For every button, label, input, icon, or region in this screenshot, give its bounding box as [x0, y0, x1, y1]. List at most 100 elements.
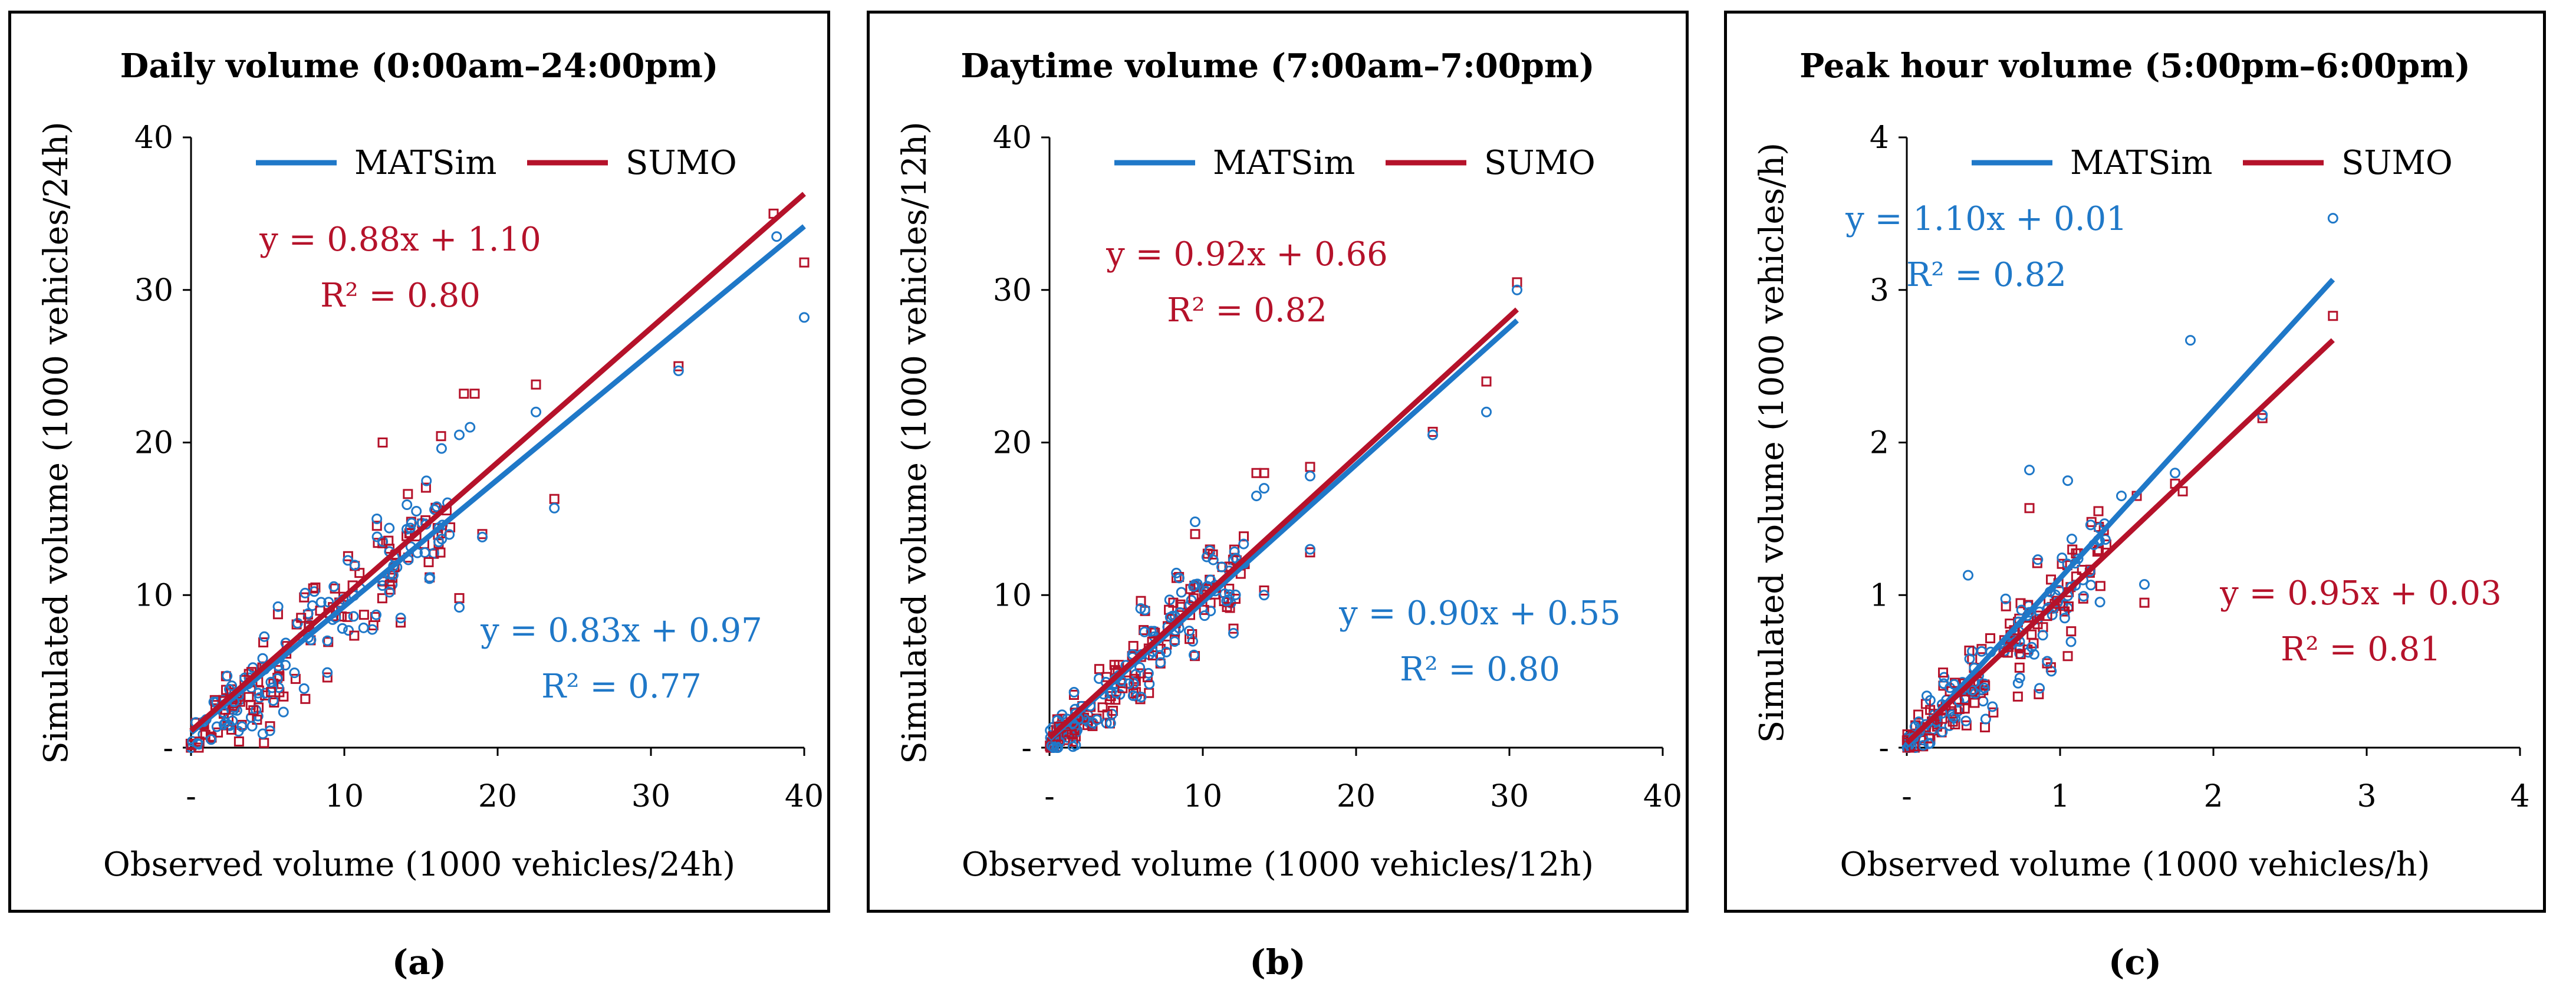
sumo-marker — [459, 389, 469, 399]
matsim-marker — [1188, 649, 1199, 660]
matsim-marker — [1481, 406, 1492, 417]
sumo-marker — [1985, 633, 1996, 644]
matsim-marker — [2066, 534, 2077, 545]
x-tick-label: 30 — [631, 779, 670, 814]
matsim-marker — [549, 502, 560, 514]
sumo-marker — [2095, 581, 2105, 591]
matsim-marker — [2062, 475, 2073, 486]
y-tick-label: 3 — [1870, 273, 1889, 308]
matsim-marker — [433, 537, 445, 548]
legend-sumo-label: SUMO — [2341, 144, 2453, 182]
sumo-marker — [1228, 623, 1239, 634]
matsim-equation: y = 0.83x + 0.97 — [480, 611, 762, 650]
x-tick-label: 3 — [2357, 779, 2376, 814]
sumo-marker — [258, 637, 269, 647]
matsim-marker — [1949, 679, 1960, 690]
matsim-marker — [1238, 538, 1249, 550]
matsim-marker — [1146, 626, 1157, 637]
legend-matsim-label: MATSim — [2070, 144, 2212, 182]
sumo-marker — [296, 613, 307, 623]
sumo-marker — [274, 671, 285, 682]
caption-a: (a) — [392, 942, 447, 982]
matsim-marker — [1923, 738, 1935, 749]
matsim-marker — [1305, 544, 1315, 555]
sumo-marker — [2066, 626, 2077, 637]
y-tick-label: 20 — [134, 426, 173, 461]
sumo-marker — [1980, 722, 1991, 733]
sumo-marker — [1147, 650, 1158, 661]
matsim-marker — [2139, 579, 2150, 590]
matsim-marker — [2032, 554, 2044, 565]
sumo-marker — [1960, 694, 1970, 705]
matsim-marker — [431, 501, 442, 512]
sumo-marker — [2026, 629, 2037, 640]
chart-a-svg: Daily volume (0:00am–24:00pm) -- 10 10 20 20 3… — [37, 47, 824, 884]
sumo-marker — [1128, 641, 1139, 652]
chart-panel-a: Daily volume (0:00am–24:00pm) - - 10 10 20 20 3… — [8, 11, 830, 913]
matsim-marker — [1512, 284, 1522, 295]
sumo-marker — [531, 379, 541, 390]
matsim-equation: y = 1.10x + 0.01 — [1845, 200, 2127, 238]
matsim-marker — [673, 365, 684, 376]
matsim-marker — [1173, 573, 1185, 584]
y-axis-label: Simulated volume (1000 vehicles/h) — [1753, 143, 1791, 743]
matsim-marker — [1176, 587, 1187, 598]
matsim-marker — [1259, 483, 1269, 494]
sumo-marker — [265, 721, 275, 732]
x-tick-label: - — [1044, 779, 1055, 814]
sumo-marker — [248, 705, 259, 716]
sumo-marker — [1961, 720, 1972, 731]
sumo-equation: y = 0.92x + 0.66 — [1106, 235, 1388, 274]
sumo-marker — [252, 715, 262, 725]
sumo-equation: y = 0.95x + 0.03 — [2219, 574, 2502, 613]
sumo-marker — [259, 738, 269, 748]
y-tick-label: - — [163, 731, 173, 766]
sumo-marker — [2014, 662, 2025, 673]
chart-c-svg: Peak hour volume (5:00pm–6:00pm) -- 1 1 2 2 3 3… — [1753, 47, 2530, 884]
matsim-marker — [289, 667, 300, 679]
sumo-marker — [1238, 531, 1249, 542]
matsim-marker — [421, 475, 432, 486]
sumo-marker — [2057, 558, 2067, 569]
matsim-marker — [1216, 561, 1228, 573]
matsim-marker — [348, 611, 359, 622]
sumo-marker — [396, 617, 406, 628]
matsim-marker — [2037, 630, 2048, 641]
matsim-marker — [2085, 519, 2096, 531]
sumo-marker — [436, 431, 446, 442]
caption-b: (b) — [1249, 942, 1306, 982]
sumo-marker — [1259, 468, 1269, 478]
matsim-marker — [1051, 742, 1062, 753]
matsim-marker — [2057, 552, 2068, 564]
sumo-marker — [1168, 597, 1179, 608]
sumo-r-squared: R² = 0.81 — [2281, 630, 2441, 669]
sumo-marker — [1512, 277, 1522, 288]
matsim-marker — [1068, 687, 1080, 698]
y-axis-label: Simulated volume (1000 vehicles/24h) — [37, 121, 75, 764]
matsim-marker — [246, 721, 258, 732]
matsim-marker — [1127, 690, 1139, 701]
caption-c: (c) — [2108, 942, 2162, 982]
sumo-marker — [2012, 691, 2023, 702]
matsim-marker — [2257, 409, 2268, 420]
sumo-marker — [2015, 649, 2026, 659]
matsim-marker — [1947, 712, 1959, 723]
matsim-marker — [477, 531, 488, 542]
sumo-marker — [272, 609, 283, 620]
sumo-marker — [2046, 574, 2057, 585]
sumo-marker — [2093, 506, 2104, 517]
matsim-marker — [2116, 491, 2127, 502]
sumo-marker — [2024, 503, 2035, 514]
sumo-marker — [673, 361, 684, 371]
matsim-marker — [2024, 607, 2035, 618]
y-tick-label: 20 — [993, 426, 1032, 461]
x-tick-label: 20 — [478, 779, 517, 814]
sumo-marker — [1208, 549, 1218, 560]
sumo-marker — [2177, 486, 2188, 496]
chart-panel-b: Daytime volume (7:00am–7:00pm) - - 10 10 20 20… — [867, 11, 1689, 913]
sumo-marker — [213, 727, 223, 738]
y-tick-label: 30 — [993, 273, 1032, 308]
sumo-marker — [1924, 733, 1935, 744]
matsim-marker — [280, 660, 291, 671]
